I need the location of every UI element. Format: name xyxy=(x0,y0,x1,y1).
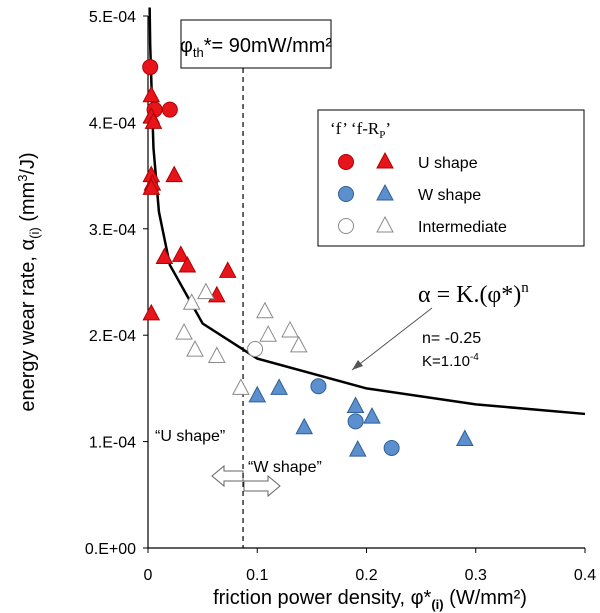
triangle-point xyxy=(259,325,278,342)
triangle-point xyxy=(175,323,193,340)
triangle-point xyxy=(142,303,161,321)
triangle-point xyxy=(256,301,274,319)
circle-point xyxy=(161,101,178,118)
triangle-point xyxy=(363,407,381,424)
circle-point xyxy=(347,413,364,430)
u-shape-label: “U shape” xyxy=(155,428,225,445)
x-tick-label: 0.3 xyxy=(465,567,487,584)
x-axis-label: friction power density, φ*(i) (W/mm²) xyxy=(213,587,527,612)
triangle-point xyxy=(346,396,365,413)
triangle-point xyxy=(207,346,226,363)
arrow-head xyxy=(352,360,363,370)
triangle-point xyxy=(155,247,174,265)
left-arrow xyxy=(211,464,244,488)
triangle-point xyxy=(232,378,250,395)
y-tick-label: 2.E-04 xyxy=(89,328,136,345)
legend-triangle xyxy=(376,215,394,233)
triangle-point xyxy=(171,245,190,262)
triangle-point xyxy=(186,340,204,357)
threshold-label: φth*= 90mW/mm² xyxy=(180,35,332,60)
legend-box xyxy=(317,109,585,247)
legend-label: W shape xyxy=(418,187,481,204)
y-tick-label: 1.E-04 xyxy=(89,435,136,452)
legend-label: U shape xyxy=(418,155,478,172)
annotation-arrow xyxy=(351,307,433,371)
legend-circle xyxy=(338,154,354,170)
k-label: K=1.10-4 xyxy=(422,352,479,370)
triangle-point xyxy=(270,378,288,395)
y-tick-label: 0.E+00 xyxy=(85,541,136,558)
circle-point xyxy=(383,439,400,456)
legend-circle xyxy=(338,186,354,202)
circle-point xyxy=(310,378,327,395)
legend-circle xyxy=(338,218,354,234)
triangle-point xyxy=(248,385,267,403)
triangle-point xyxy=(289,335,308,353)
triangle-point xyxy=(144,112,163,129)
triangle-point xyxy=(142,178,161,195)
x-tick-label: 0 xyxy=(144,567,153,584)
triangle-point xyxy=(218,261,237,278)
triangle-point xyxy=(281,320,299,338)
triangle-point xyxy=(165,165,184,183)
right-arrow xyxy=(243,474,281,498)
triangle-point xyxy=(182,293,201,310)
triangle-point xyxy=(348,440,367,457)
circle-point xyxy=(142,59,159,76)
x-tick-label: 0.1 xyxy=(246,567,268,584)
y-tick-label: 4.E-04 xyxy=(89,115,136,132)
w-shape-label: “W shape” xyxy=(248,459,322,476)
threshold-box xyxy=(180,19,332,69)
n-label: n= -0.25 xyxy=(422,330,481,347)
triangle-point xyxy=(197,282,215,300)
triangle-point xyxy=(295,417,314,435)
triangle-point xyxy=(142,85,161,103)
y-axis-label: energy wear rate, α(i) (mm3/J) xyxy=(15,152,42,411)
y-tick-label: 5.E-04 xyxy=(89,9,136,26)
legend-label: Intermediate xyxy=(418,219,507,236)
triangle-point xyxy=(455,429,474,446)
legend-triangle xyxy=(376,183,394,201)
x-tick-label: 0.2 xyxy=(355,567,377,584)
circle-point xyxy=(247,341,264,358)
legend-triangle xyxy=(376,151,394,169)
formula: α = K.(φ*)n xyxy=(418,280,529,308)
x-tick-label: 0.4 xyxy=(574,567,596,584)
y-tick-label: 3.E-04 xyxy=(89,222,136,239)
legend-header: ‘f’ ‘f-RP’ xyxy=(330,119,391,141)
triangle-point xyxy=(178,255,197,273)
